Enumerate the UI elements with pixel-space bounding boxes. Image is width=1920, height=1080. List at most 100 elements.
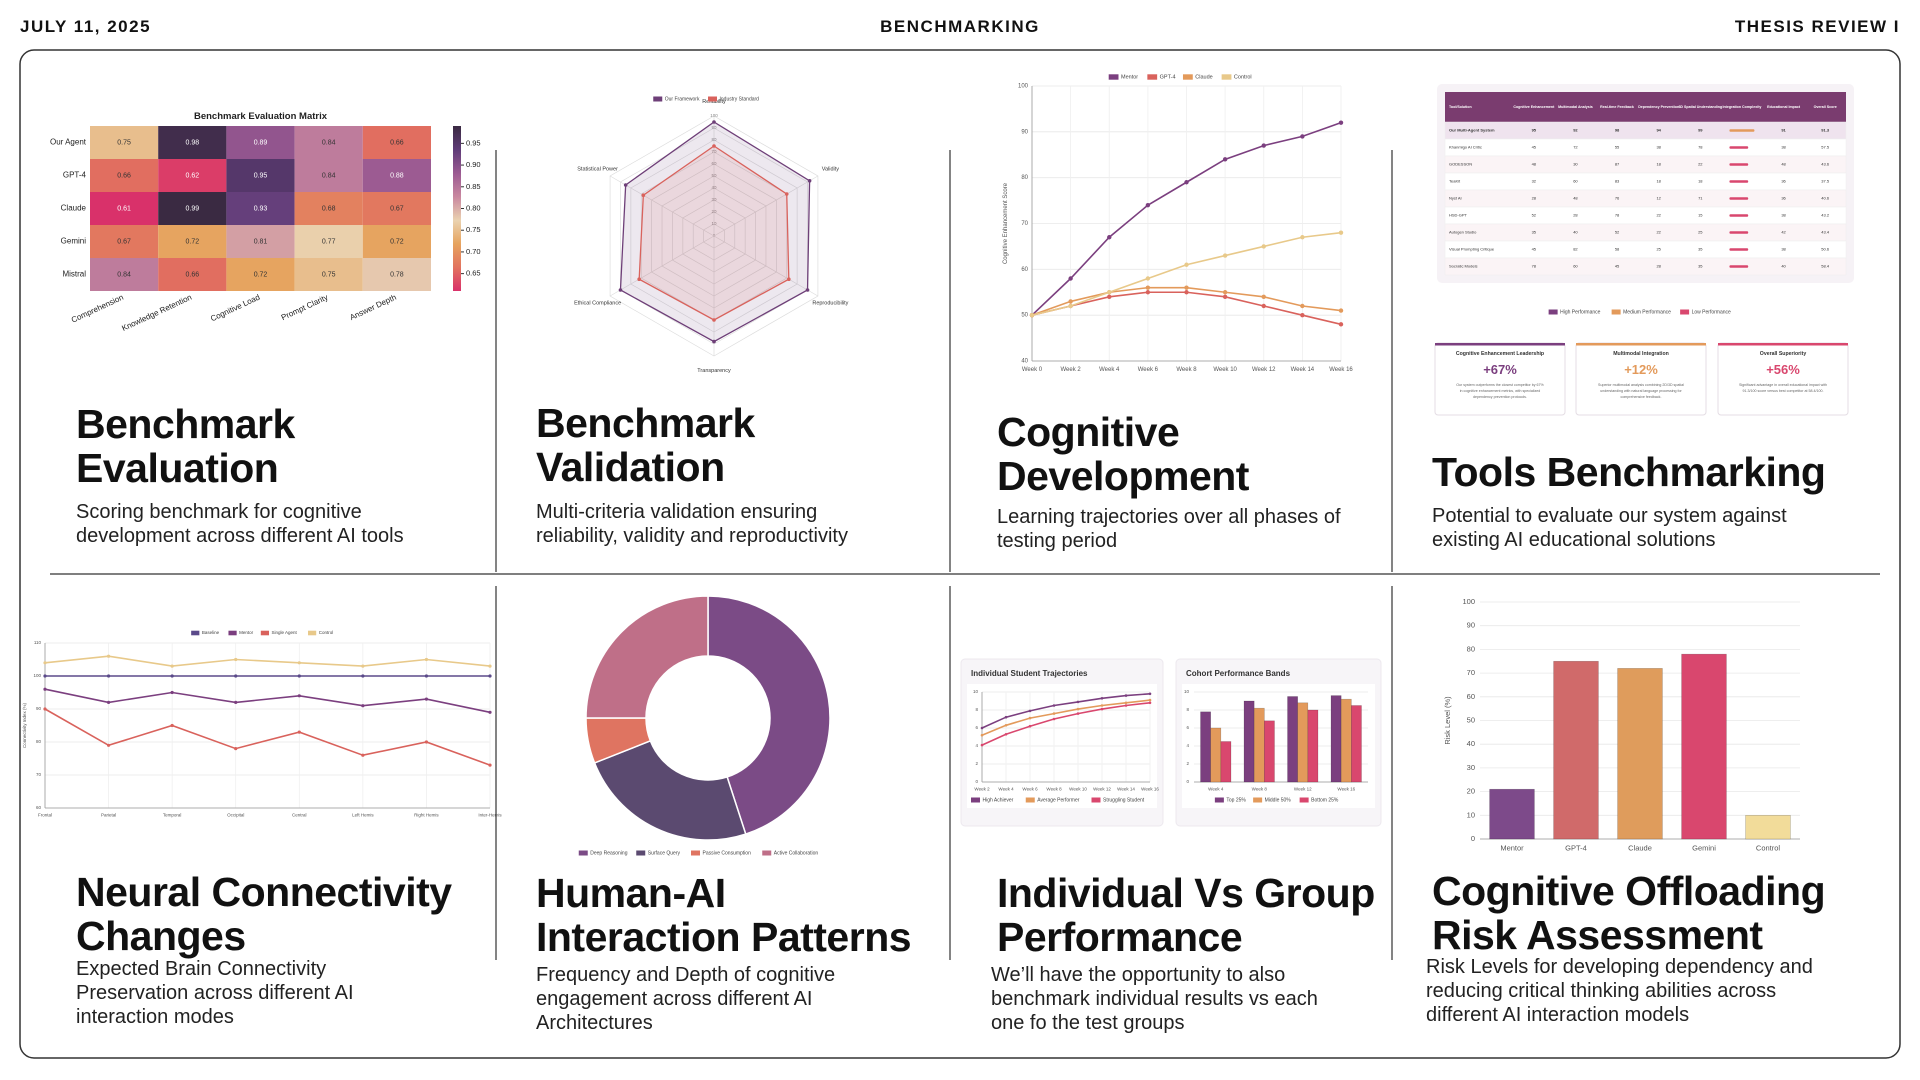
radar-axis — [609, 235, 715, 297]
x-tick-label: Week 8 — [1176, 367, 1197, 373]
card-text: Superior multimodal analysis combining 2… — [1598, 383, 1684, 387]
series-point — [234, 700, 238, 705]
x-tick-label: Temporal — [163, 813, 182, 818]
table-row — [1444, 206, 1847, 225]
bar — [1617, 668, 1663, 840]
heatmap-cell — [362, 192, 431, 225]
y-tick-label: 40 — [1021, 359, 1028, 365]
donut-segment — [707, 595, 831, 835]
table-cell: 45 — [1532, 145, 1537, 150]
legend-swatch — [1182, 74, 1193, 80]
bar — [1243, 700, 1255, 783]
series-line — [44, 655, 491, 667]
table-cell: 78 — [1698, 145, 1703, 150]
heatmap-cell — [362, 159, 431, 192]
legend-label: Low Performance — [1692, 309, 1731, 315]
bar — [1351, 705, 1362, 783]
heatmap-cell — [90, 225, 159, 258]
legend-label: Control — [319, 630, 334, 635]
table-row — [1444, 138, 1847, 157]
legend-swatch — [1253, 797, 1263, 803]
legend-label: Industry Standard — [720, 96, 760, 102]
table-cell: 36 — [1781, 196, 1786, 201]
colorbar-tick-label: 0.85 — [466, 182, 481, 191]
heatmap-cell — [226, 126, 295, 159]
panel-description: existing AI educational solutions — [1432, 529, 1716, 551]
legend-label: Top 25% — [1226, 797, 1246, 803]
table-header-cell: Real-time Feedback — [1600, 105, 1634, 109]
legend-label: Passive Consumption — [703, 850, 752, 856]
table-cell: 94 — [1656, 128, 1661, 133]
heatmap-cell — [362, 258, 431, 291]
table-cell: 45 — [1532, 247, 1537, 252]
complexity-bar — [1729, 129, 1755, 132]
series-point — [1107, 294, 1112, 300]
cell-label: 0.81 — [254, 238, 268, 245]
heatmap-title: Benchmark Evaluation Matrix — [194, 111, 328, 122]
table-cell: 15 — [1698, 213, 1703, 218]
y-tick-label: 4 — [1186, 743, 1189, 748]
radar-point — [805, 288, 810, 292]
cell-label: 0.89 — [254, 139, 268, 146]
table-cell: 48 — [1781, 162, 1786, 167]
radar-axis — [713, 235, 819, 297]
cell-label: 0.66 — [117, 172, 131, 179]
panel-title: Development — [997, 453, 1250, 499]
series-point — [1222, 253, 1228, 258]
panel-description: Potential to evaluate our system against — [1432, 505, 1787, 527]
series-point — [170, 723, 174, 728]
bar — [1330, 695, 1342, 783]
table-cell: 92 — [1573, 128, 1578, 133]
series-point — [106, 700, 111, 705]
bar — [1681, 653, 1727, 840]
series-point — [980, 733, 984, 737]
panel-description: reducing critical thinking abilities acr… — [1426, 980, 1776, 1002]
complexity-bar — [1729, 265, 1749, 268]
y-tick-label: 10 — [1467, 810, 1475, 819]
y-tick-label: 60 — [1467, 692, 1475, 701]
table-cell: 22 — [1656, 213, 1661, 218]
series-point — [980, 726, 984, 730]
series-point — [980, 743, 984, 747]
x-tick-label: Week 12 — [1093, 787, 1111, 792]
x-tick-label: Mentor — [1500, 844, 1524, 853]
y-tick-label: 6 — [1186, 725, 1189, 730]
cell-label: 0.84 — [322, 172, 336, 179]
radar-point — [712, 144, 716, 148]
card-title: Individual Student Trajectories — [971, 669, 1088, 678]
series-point — [361, 704, 365, 708]
panel-description: interaction modes — [76, 1006, 234, 1028]
table-cell: 42 — [1781, 230, 1786, 235]
radar-point — [641, 193, 646, 197]
table-cell: 43.6 — [1821, 162, 1830, 167]
complexity-bar — [1729, 163, 1749, 166]
series-line — [981, 693, 1151, 729]
series-point — [297, 694, 301, 698]
series-point — [1029, 312, 1035, 318]
header-section: BENCHMARKING — [880, 17, 1040, 36]
heatmap-cell — [158, 225, 227, 258]
x-tick-label: Week 2 — [1061, 367, 1082, 373]
series-point — [170, 690, 174, 695]
bar — [1210, 727, 1222, 783]
bar — [1297, 702, 1309, 783]
series-point — [1028, 724, 1032, 728]
radar-point — [712, 120, 716, 124]
radar-point — [712, 339, 716, 344]
colorbar — [453, 126, 461, 291]
panel-title: Interaction Patterns — [536, 914, 911, 960]
bar — [1287, 696, 1298, 783]
series-point — [234, 747, 238, 751]
table-cell: 60 — [1573, 264, 1578, 269]
card-text: dependency prevention protocols. — [1473, 395, 1527, 399]
donut-segment — [593, 739, 747, 841]
heatmap-cell — [294, 126, 363, 159]
series-point — [1222, 290, 1228, 295]
series-point — [1222, 157, 1228, 162]
y-tick-label: 100 — [1018, 84, 1029, 90]
series-point — [1068, 299, 1073, 304]
series-line — [44, 688, 491, 714]
x-tick-label: Week 8 — [1046, 787, 1062, 792]
y-tick-label: 60 — [36, 805, 42, 810]
